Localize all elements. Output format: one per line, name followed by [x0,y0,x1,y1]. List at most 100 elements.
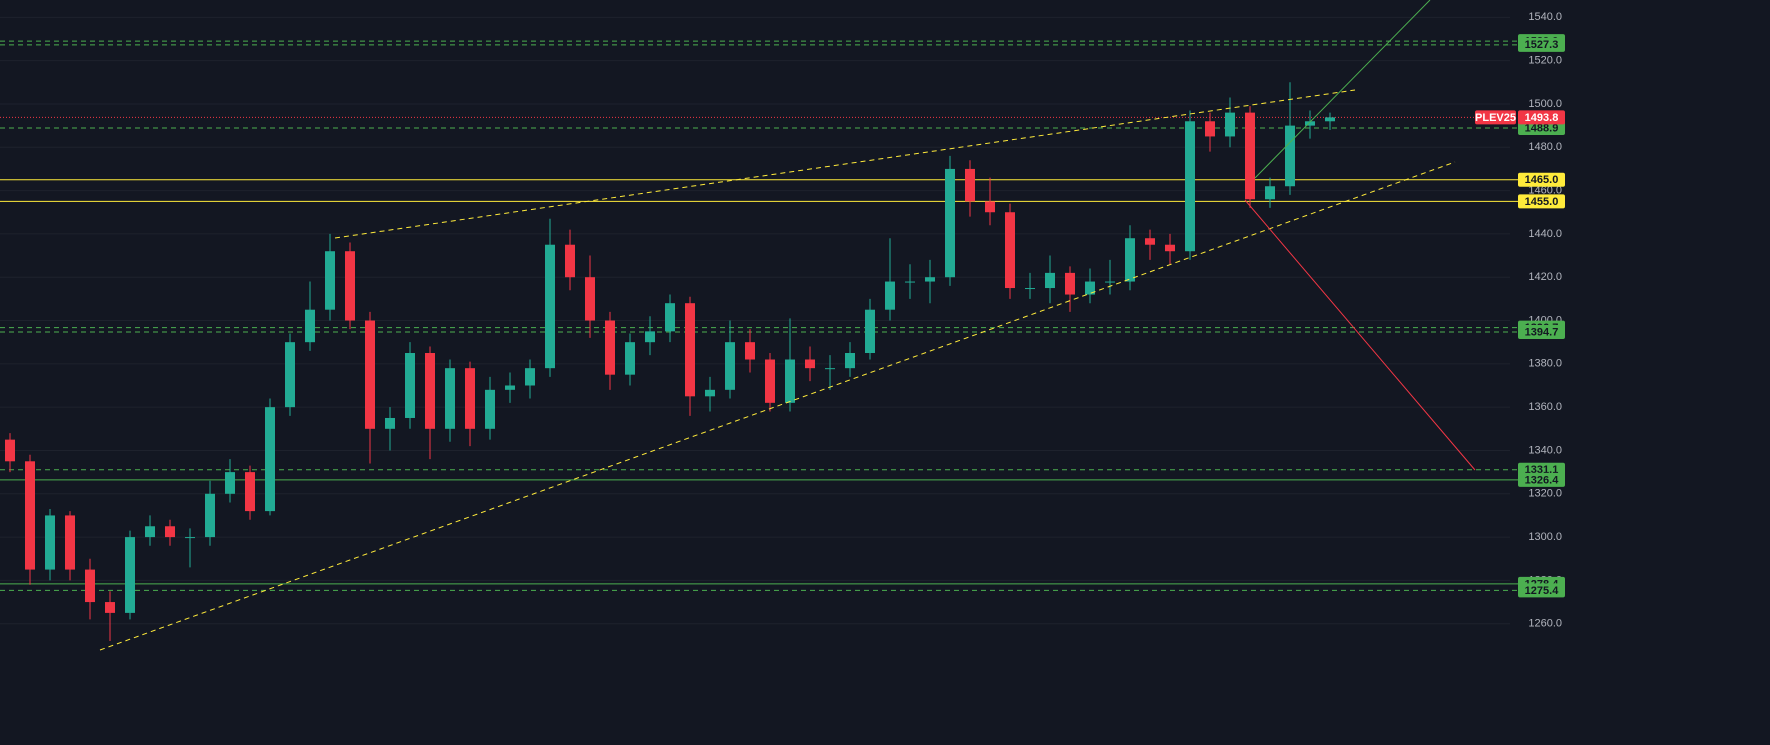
price-badge-label: 1465.0 [1525,174,1559,186]
candle-body [25,461,35,570]
price-badge [1518,120,1565,135]
candle-body [1285,125,1295,187]
y-tick-label: 1360.0 [1528,401,1562,413]
candle-body [285,342,295,408]
y-tick-label: 1420.0 [1528,271,1562,283]
y-tick-label: 1460.0 [1528,184,1562,196]
price-badge [1518,472,1565,487]
candle-body [385,417,395,429]
candle-body [345,251,355,321]
candle-body [685,303,695,397]
candle-body [565,244,575,278]
candle-body [1245,112,1255,200]
candle-body [905,281,915,283]
levels [0,40,1520,591]
candle-body [245,472,255,512]
candle-body [1025,288,1035,290]
candle-body [485,389,495,429]
candle-body [845,353,855,369]
candle-body [745,342,755,360]
candle-body [365,320,375,429]
trend-line [99,161,1456,651]
candle-body [665,303,675,332]
y-tick-label: 1440.0 [1528,228,1562,240]
candle-body [505,385,515,390]
price-badge-label: 1488.9 [1525,122,1559,134]
candle-body [1045,272,1055,289]
candle-body [945,168,955,278]
trend-line [1244,199,1476,471]
candle-body [1005,212,1015,289]
y-tick-label: 1320.0 [1528,488,1562,500]
candle-body [405,353,415,418]
price-badge [1518,325,1565,340]
candle-body [785,359,795,403]
candle-body [225,472,235,494]
candle-body [85,569,95,603]
price-badge [1518,194,1565,209]
candle-body [885,281,895,310]
candle-body [825,368,835,370]
candle-body [265,407,275,512]
candle-body [145,526,155,538]
candle-body [45,515,55,570]
candle-body [1065,272,1075,295]
y-tick-label: 1300.0 [1528,531,1562,543]
candle-body [1265,186,1275,200]
candle-body [1165,244,1175,252]
candle-body [5,439,15,462]
price-badge-label: 1326.4 [1525,474,1560,486]
y-tick-label: 1340.0 [1528,444,1562,456]
trend-line [334,89,1356,239]
candle-body [105,602,115,613]
candle-body [585,277,595,321]
price-badge-label: 1394.7 [1525,326,1559,338]
y-tick-label: 1480.0 [1528,141,1562,153]
candles [5,82,1335,642]
candle-body [1185,121,1195,252]
trend-line [1254,0,1431,179]
candle-body [965,168,975,202]
candle-body [525,368,535,386]
price-axis: 1260.01280.01300.01320.01340.01360.01380… [1528,11,1562,629]
candle-body [1305,121,1315,126]
candle-body [805,359,815,369]
candle-body [925,277,935,282]
candle-body [425,353,435,429]
price-badge-label: 1455.0 [1525,196,1559,208]
candle-body [165,526,175,538]
candle-body [185,537,195,539]
candle-body [705,389,715,397]
candle-body [465,368,475,429]
drawings [99,0,1476,651]
candle-body [765,359,775,403]
y-tick-label: 1540.0 [1528,11,1562,23]
candle-body [1325,117,1335,122]
price-badge [1518,172,1565,187]
candle-body [1205,121,1215,137]
candle-body [1085,281,1095,295]
grid [0,16,1510,625]
price-badge [1518,583,1565,598]
price-badge [1518,110,1565,125]
candle-body [205,493,215,538]
candle-body [305,309,315,343]
price-badge [1518,37,1565,52]
candle-body [65,515,75,570]
symbol-badge [1475,110,1516,125]
candle-body [545,244,555,369]
candle-body [645,331,655,343]
candle-body [445,368,455,429]
candle-body [325,251,335,310]
candle-body [125,537,135,613]
candle-body [625,342,635,375]
candle-body [1125,238,1135,282]
y-tick-label: 1380.0 [1528,358,1562,370]
price-badge-label: 1493.8 [1525,112,1559,124]
y-tick-label: 1260.0 [1528,618,1562,630]
candle-body [1105,281,1115,283]
badges: 1529.01527.31488.91465.01455.01396.71394… [1475,34,1565,598]
price-badge-label: 1527.3 [1525,39,1559,51]
